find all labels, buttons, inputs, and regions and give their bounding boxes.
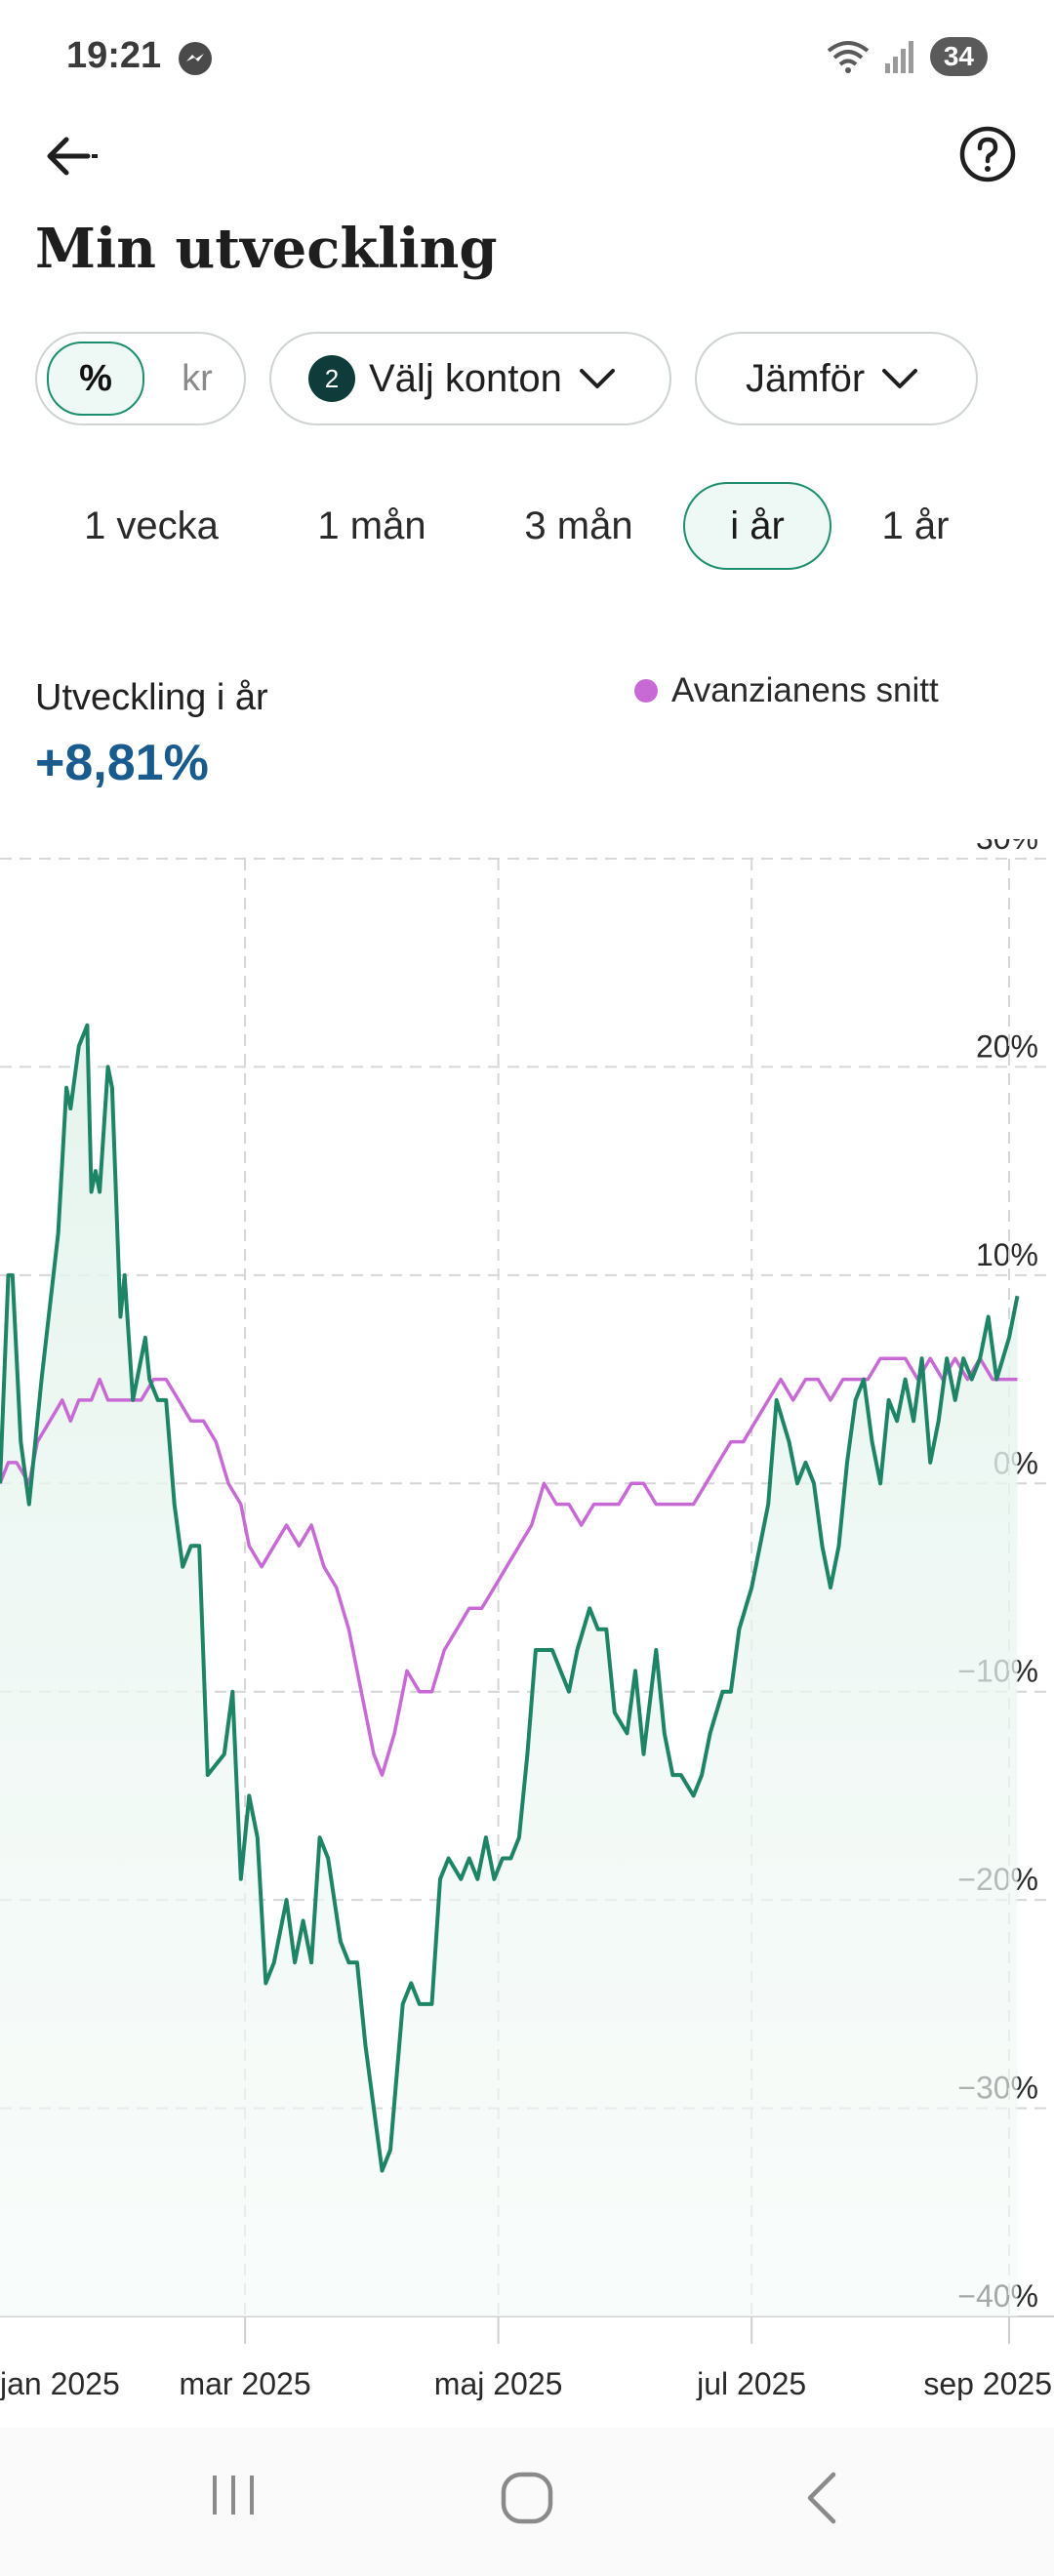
tab-1-man[interactable]: 1 mån <box>317 503 426 547</box>
signal-icon <box>884 41 913 73</box>
compare-button[interactable]: Jämför <box>695 332 978 425</box>
y-tick-label: 30% <box>976 839 1038 856</box>
period-tabs: 1 vecka 1 mån 3 mån i år 1 år <box>0 482 1054 580</box>
x-tick-label: maj 2025 <box>434 2366 563 2400</box>
status-time: 19:21 <box>66 35 162 76</box>
page-title: Min utveckling <box>35 217 498 281</box>
tab-3-man[interactable]: 3 mån <box>524 503 633 547</box>
unit-toggle[interactable]: % kr <box>35 332 246 425</box>
chart-legend: Avanzianens snitt <box>634 671 939 710</box>
performance-label: Utveckling i år <box>35 677 268 718</box>
recents-icon[interactable] <box>209 2471 258 2519</box>
series-line-portfolio <box>0 1023 1020 2173</box>
y-tick-label: 10% <box>976 1237 1038 1272</box>
help-circle-icon <box>959 126 1016 182</box>
x-tick-label: jan 2025 <box>0 2366 120 2400</box>
arrow-left-icon <box>47 137 98 176</box>
y-tick-label: 20% <box>976 1028 1038 1064</box>
series-line-average <box>0 1356 1018 1777</box>
x-tick-label: jul 2025 <box>696 2366 806 2400</box>
system-nav-bar <box>0 2428 1054 2576</box>
legend-dot <box>634 679 658 703</box>
legend-average-label: Avanzianens snitt <box>671 671 939 709</box>
home-icon[interactable] <box>500 2471 554 2525</box>
portfolio-area <box>0 1025 1018 2316</box>
status-icons: 34 <box>827 35 988 78</box>
accounts-count-badge: 2 <box>308 355 355 402</box>
compare-label: Jämför <box>746 356 866 400</box>
tab-1-vecka[interactable]: 1 vecka <box>84 503 219 547</box>
unit-percent-option[interactable]: % <box>47 342 144 416</box>
tab-i-ar[interactable]: i år <box>683 482 831 570</box>
unit-kr-option[interactable]: kr <box>182 357 213 399</box>
x-tick-label: sep 2025 <box>923 2366 1052 2400</box>
performance-value: +8,81% <box>35 735 209 791</box>
tab-1-ar[interactable]: 1 år <box>881 503 950 547</box>
status-bar: 19:21 34 <box>0 0 1054 117</box>
wifi-icon <box>827 41 870 73</box>
chevron-down-icon <box>882 369 918 388</box>
battery-indicator: 34 <box>929 37 988 76</box>
back-nav-icon[interactable] <box>800 2471 843 2525</box>
chevron-down-icon <box>579 369 615 388</box>
x-tick-label: mar 2025 <box>179 2366 310 2400</box>
back-button[interactable] <box>37 127 115 185</box>
messenger-icon <box>179 42 212 75</box>
select-accounts-button[interactable]: 2 Välj konton <box>269 332 671 425</box>
select-accounts-label: Välj konton <box>369 356 562 400</box>
help-button[interactable] <box>956 123 1019 185</box>
